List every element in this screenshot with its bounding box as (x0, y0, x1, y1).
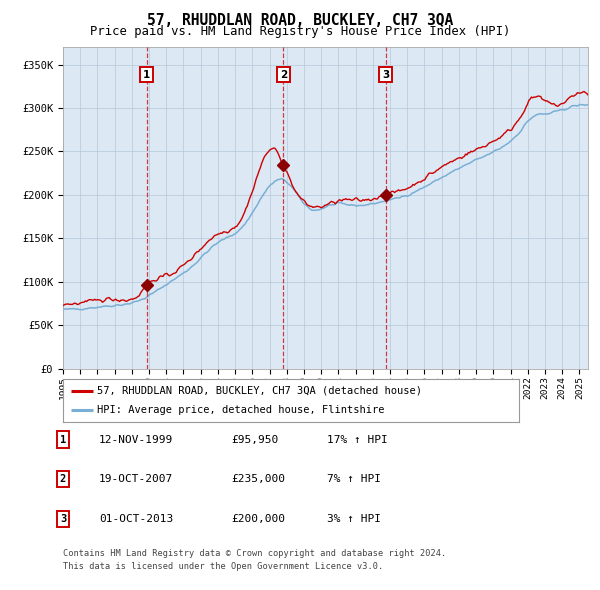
Text: £235,000: £235,000 (231, 474, 285, 484)
Text: 12-NOV-1999: 12-NOV-1999 (99, 435, 173, 444)
Text: £95,950: £95,950 (231, 435, 278, 444)
Text: 2: 2 (60, 474, 66, 484)
Text: 2: 2 (280, 70, 287, 80)
Text: 57, RHUDDLAN ROAD, BUCKLEY, CH7 3QA: 57, RHUDDLAN ROAD, BUCKLEY, CH7 3QA (147, 13, 453, 28)
Text: This data is licensed under the Open Government Licence v3.0.: This data is licensed under the Open Gov… (63, 562, 383, 571)
Text: 1: 1 (60, 435, 66, 444)
Text: 3: 3 (60, 514, 66, 524)
Text: 57, RHUDDLAN ROAD, BUCKLEY, CH7 3QA (detached house): 57, RHUDDLAN ROAD, BUCKLEY, CH7 3QA (det… (97, 386, 422, 396)
Text: 3: 3 (382, 70, 389, 80)
Text: Price paid vs. HM Land Registry's House Price Index (HPI): Price paid vs. HM Land Registry's House … (90, 25, 510, 38)
Text: 17% ↑ HPI: 17% ↑ HPI (327, 435, 388, 444)
Text: HPI: Average price, detached house, Flintshire: HPI: Average price, detached house, Flin… (97, 405, 385, 415)
Text: 1: 1 (143, 70, 151, 80)
Text: £200,000: £200,000 (231, 514, 285, 524)
Text: Contains HM Land Registry data © Crown copyright and database right 2024.: Contains HM Land Registry data © Crown c… (63, 549, 446, 558)
Text: 3% ↑ HPI: 3% ↑ HPI (327, 514, 381, 524)
Text: 19-OCT-2007: 19-OCT-2007 (99, 474, 173, 484)
Text: 01-OCT-2013: 01-OCT-2013 (99, 514, 173, 524)
Text: 7% ↑ HPI: 7% ↑ HPI (327, 474, 381, 484)
